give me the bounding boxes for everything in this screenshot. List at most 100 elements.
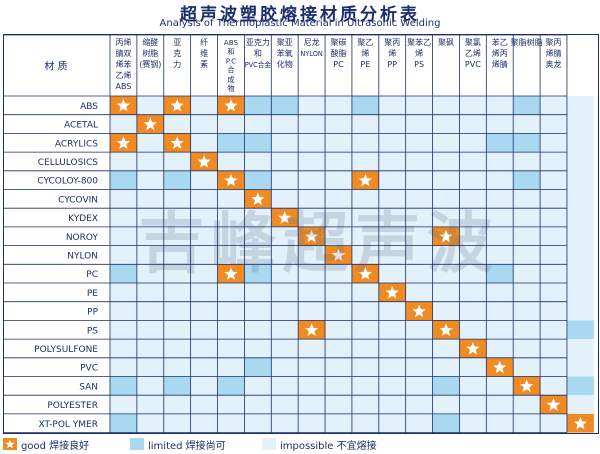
row-label: POLYSULFONE <box>34 345 98 355</box>
cell-impossible <box>136 376 164 396</box>
cell-impossible <box>540 264 567 283</box>
cell-impossible <box>351 189 379 209</box>
cell-impossible <box>351 339 379 358</box>
cell-impossible <box>540 301 567 321</box>
cell-impossible <box>405 413 433 433</box>
row-label: ACRYLICS <box>55 139 98 149</box>
row-label: KYDEX <box>68 214 98 224</box>
cell-impossible <box>271 245 299 265</box>
cell-impossible <box>190 208 218 227</box>
cell-impossible <box>405 170 433 190</box>
good-star-icon <box>331 248 346 262</box>
cell-impossible <box>217 301 245 321</box>
cell-impossible <box>378 301 406 321</box>
cell-impossible <box>244 320 272 340</box>
cell-impossible <box>432 208 460 227</box>
cell-impossible <box>325 395 352 414</box>
cell-impossible <box>136 264 164 283</box>
cell-impossible <box>486 283 514 302</box>
cell-impossible <box>540 413 567 433</box>
cell-limited <box>486 133 514 153</box>
column-header: 合 <box>227 66 234 75</box>
cell-limited <box>486 264 514 283</box>
column-header: 丙烯 <box>115 37 131 47</box>
cell-impossible <box>325 320 352 340</box>
cell-impossible <box>271 114 299 134</box>
cell-impossible <box>271 413 299 433</box>
cell-impossible <box>110 245 137 265</box>
cell-impossible <box>459 96 487 115</box>
column-header: 烯 <box>361 48 369 58</box>
good-star-icon <box>224 267 238 280</box>
cell-impossible <box>136 357 164 377</box>
cell-impossible <box>513 320 541 340</box>
column-header: 素 <box>200 59 208 69</box>
cell-impossible <box>325 114 352 134</box>
cell-impossible <box>190 357 218 377</box>
cell-impossible <box>325 189 352 209</box>
cell-impossible <box>163 339 191 358</box>
cell-impossible <box>459 413 487 433</box>
cell-impossible <box>459 245 487 265</box>
cell-impossible <box>566 133 594 153</box>
cell-limited <box>566 320 594 340</box>
cell-impossible <box>540 283 567 302</box>
cell-impossible <box>298 133 326 153</box>
cell-impossible <box>217 320 245 340</box>
column-header: 聚氯 <box>465 37 481 47</box>
cell-impossible <box>190 170 218 190</box>
cell-limited <box>110 413 137 433</box>
cell-impossible <box>378 413 406 433</box>
cell-impossible <box>566 152 594 171</box>
row-label: XT-POL YMER <box>38 420 98 430</box>
cell-impossible <box>486 320 514 340</box>
cell-impossible <box>351 245 379 265</box>
cell-impossible <box>244 208 272 227</box>
cell-impossible <box>459 357 487 377</box>
good-star-icon <box>519 379 534 393</box>
column-header: 烯腈 <box>546 48 562 58</box>
cell-impossible <box>217 226 245 246</box>
cell-impossible <box>190 226 218 246</box>
cell-impossible <box>513 264 541 283</box>
cell-impossible <box>566 114 594 134</box>
column-header: ABS <box>115 82 131 91</box>
cell-limited <box>513 96 541 115</box>
cell-impossible <box>378 96 406 115</box>
row-label: PE <box>87 289 98 299</box>
cell-impossible <box>217 339 245 358</box>
good-star-icon <box>278 211 292 224</box>
cell-impossible <box>136 245 164 265</box>
cell-impossible <box>378 226 406 246</box>
cell-impossible <box>136 208 164 227</box>
cell-impossible <box>244 413 272 433</box>
cell-impossible <box>325 339 352 358</box>
cell-impossible <box>244 301 272 321</box>
column-header: 化物 <box>277 59 293 69</box>
cell-impossible <box>405 395 433 414</box>
cell-impossible <box>244 395 272 414</box>
cell-impossible <box>351 301 379 321</box>
column-header: 纤 <box>200 37 208 47</box>
cell-impossible <box>459 189 487 209</box>
cell-impossible <box>190 395 218 414</box>
cell-impossible <box>271 264 299 283</box>
cell-limited <box>432 413 460 433</box>
cell-limited <box>244 96 272 115</box>
cell-impossible <box>459 226 487 246</box>
cell-impossible <box>432 357 460 377</box>
cell-impossible <box>298 264 326 283</box>
cell-impossible <box>540 152 567 171</box>
column-header: 聚丙 <box>384 38 400 47</box>
row-label: SAN <box>79 382 98 392</box>
good-star-icon <box>143 117 157 131</box>
cell-impossible <box>351 152 379 171</box>
cell-impossible <box>405 376 433 396</box>
cell-impossible <box>325 152 352 171</box>
cell-impossible <box>378 208 406 227</box>
cell-limited <box>217 133 245 153</box>
cell-limited <box>163 376 191 396</box>
cell-impossible <box>378 395 406 414</box>
cell-impossible <box>110 357 137 377</box>
